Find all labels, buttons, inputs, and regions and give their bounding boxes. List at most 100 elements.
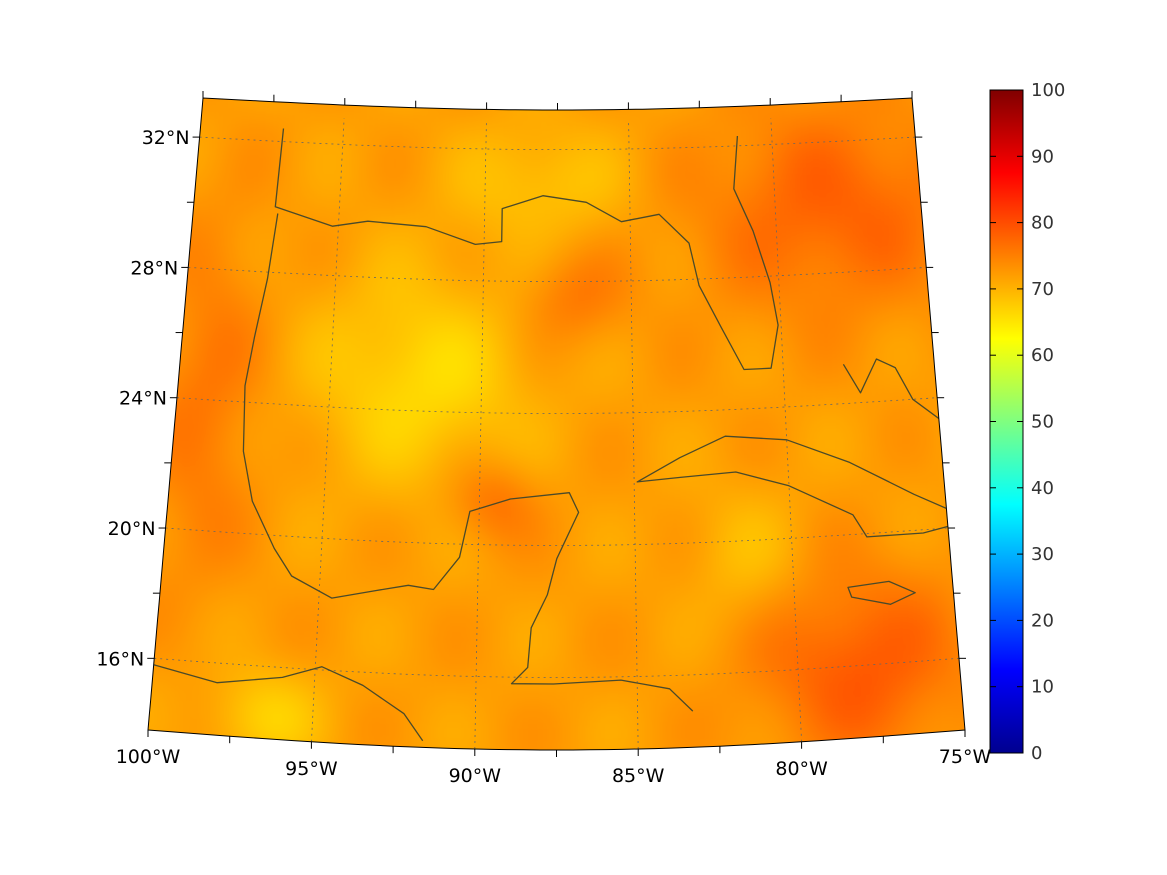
field-cell [915, 731, 935, 750]
field-cell [196, 323, 214, 342]
field-cell [291, 246, 309, 266]
field-cell [739, 430, 758, 450]
latitude-tick-label: 16°N [96, 648, 144, 670]
field-cell [758, 183, 776, 202]
field-cell [296, 690, 315, 710]
field-cell [115, 711, 133, 729]
field-cell [755, 446, 774, 466]
field-cell [191, 568, 211, 588]
field-cell [463, 467, 481, 486]
field-cell [523, 699, 542, 718]
field-cell [499, 122, 516, 141]
field-cell [767, 363, 785, 383]
field-cell [169, 288, 187, 308]
field-cell [718, 267, 736, 286]
field-cell [719, 283, 736, 302]
field-cell [572, 650, 590, 669]
field-cell [292, 230, 310, 249]
field-cell [392, 763, 409, 780]
field-cell [820, 508, 839, 528]
field-cell [315, 346, 333, 365]
field-cell [628, 171, 645, 190]
field-cell [603, 616, 622, 635]
field-cell [753, 397, 771, 416]
field-cell [509, 534, 527, 553]
field-cell [386, 465, 404, 484]
field-cell [829, 146, 846, 166]
field-cell [733, 678, 752, 697]
field-cell [329, 676, 348, 696]
field-cell [808, 575, 827, 594]
field-cell [681, 565, 700, 584]
field-cell [391, 333, 409, 352]
field-cell [330, 98, 347, 103]
field-cell [288, 542, 307, 561]
field-cell [378, 678, 397, 698]
field-cell [585, 221, 602, 240]
field-cell [301, 329, 319, 348]
field-cell [284, 361, 302, 380]
field-cell [759, 545, 778, 564]
field-cell [463, 451, 481, 470]
field-cell [424, 235, 442, 255]
field-cell [267, 393, 285, 412]
field-cell [650, 566, 668, 585]
field-cell [781, 675, 800, 695]
field-cell [848, 720, 868, 740]
field-cell [934, 566, 954, 586]
field-cell [776, 560, 795, 580]
field-cell [223, 357, 242, 377]
field-cell [398, 564, 416, 583]
field-cell [942, 287, 960, 307]
field-cell [328, 116, 345, 136]
field-cell [148, 482, 155, 502]
field-cell [571, 303, 588, 322]
field-cell [668, 664, 687, 683]
field-cell [849, 473, 868, 493]
field-cell [264, 672, 284, 692]
field-cell [556, 237, 573, 256]
field-cell [571, 105, 587, 124]
field-cell [715, 613, 733, 632]
field-cell [704, 300, 722, 319]
field-cell [235, 621, 255, 640]
field-cell [602, 435, 619, 454]
field-cell [891, 405, 910, 425]
field-cell [190, 585, 209, 604]
field-cell [201, 257, 220, 277]
field-cell [241, 539, 260, 559]
field-cell [906, 208, 924, 227]
field-cell [409, 713, 428, 732]
field-cell [211, 734, 231, 750]
field-cell [404, 399, 422, 419]
field-cell [793, 592, 812, 612]
field-cell [508, 551, 527, 570]
field-cell [874, 177, 892, 196]
field-cell [189, 78, 205, 95]
field-cell [870, 324, 888, 344]
field-cell [922, 223, 940, 242]
field-cell [768, 68, 783, 85]
field-cell [726, 102, 744, 121]
field-cell [771, 133, 788, 152]
field-cell [445, 566, 464, 585]
field-cell [774, 511, 792, 530]
field-cell [540, 534, 558, 553]
field-cell [191, 208, 209, 227]
field-cell [178, 731, 198, 750]
field-cell [528, 138, 544, 157]
field-cell [660, 302, 677, 321]
field-cell [765, 314, 783, 333]
field-cell [224, 160, 242, 180]
field-cell [359, 727, 379, 747]
field-cell [881, 488, 900, 507]
field-cell [528, 98, 545, 108]
field-cell [382, 185, 400, 204]
field-cell [671, 153, 688, 172]
field-cell [702, 729, 721, 748]
field-cell [616, 319, 633, 338]
field-cell [197, 306, 216, 326]
field-cell [915, 322, 933, 341]
field-cell [211, 520, 230, 540]
field-cell [175, 387, 194, 406]
